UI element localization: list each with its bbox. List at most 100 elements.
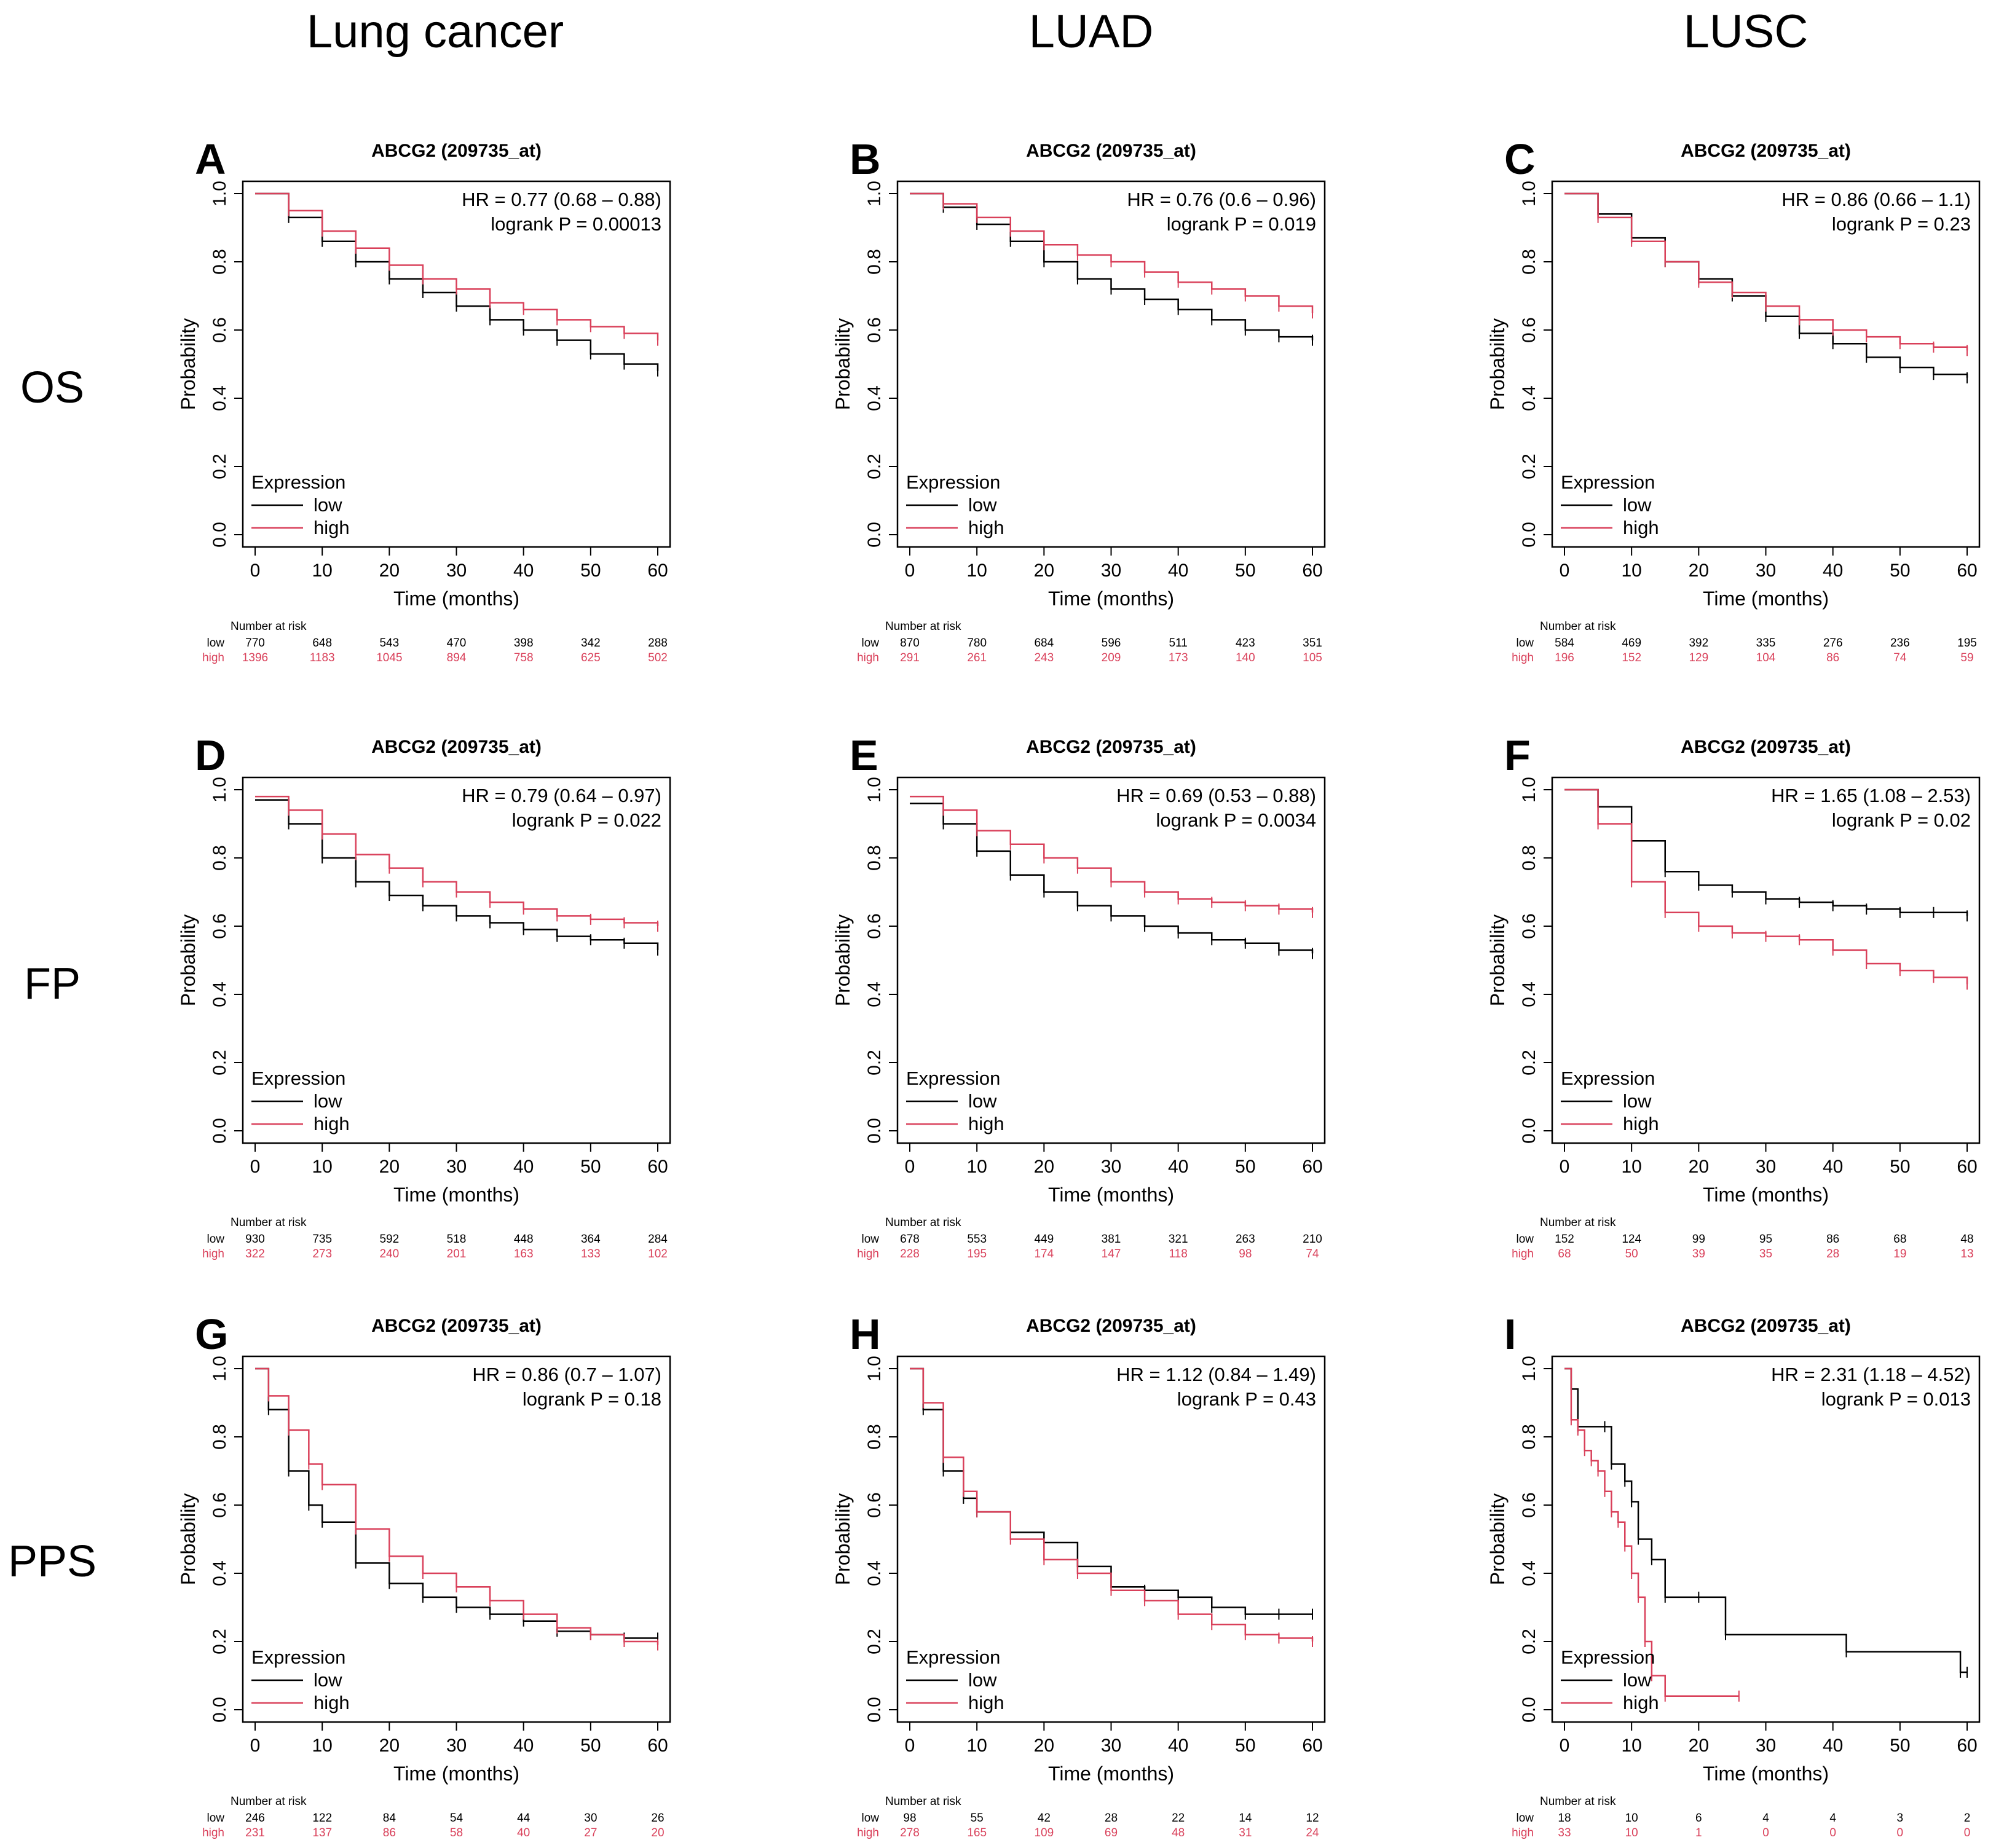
x-tick-label: 0: [905, 1157, 915, 1177]
y-tick-label: 0.6: [864, 1492, 885, 1518]
x-tick-label: 10: [1621, 1736, 1641, 1756]
risk-value-high: 273: [312, 1248, 332, 1260]
risk-value-low: 152: [1555, 1233, 1574, 1246]
risk-table-header: Number at risk: [1540, 1795, 1616, 1808]
risk-value-high: 894: [447, 651, 467, 664]
x-tick-label: 40: [513, 1157, 534, 1177]
y-tick-label: 0.6: [210, 913, 230, 939]
risk-value-high: 1183: [310, 651, 335, 664]
risk-table-header: Number at risk: [885, 1795, 961, 1808]
risk-value-high: 163: [514, 1248, 534, 1260]
y-tick-label: 0.8: [1519, 1424, 1539, 1450]
logrank-annotation: logrank P = 0.00013: [491, 213, 661, 235]
x-axis-label: Time (months): [1703, 588, 1829, 610]
panel-letter: F: [1504, 731, 1531, 779]
risk-value-low: 54: [450, 1812, 463, 1825]
risk-value-high: 231: [245, 1826, 265, 1839]
risk-value-low: 44: [517, 1812, 531, 1825]
x-tick-label: 40: [1168, 1157, 1188, 1177]
y-tick-label: 0.0: [864, 1697, 885, 1723]
legend-label-high: high: [968, 517, 1004, 538]
y-tick-label: 0.2: [864, 1050, 885, 1075]
y-tick-label: 0.8: [1519, 249, 1539, 275]
panel-letter: D: [195, 731, 226, 779]
x-tick-label: 50: [1235, 1157, 1255, 1177]
risk-value-low: 276: [1823, 637, 1843, 650]
x-tick-label: 30: [1101, 1157, 1121, 1177]
x-tick-label: 60: [1302, 1736, 1322, 1756]
risk-value-high: 140: [1236, 651, 1255, 664]
risk-value-high: 86: [383, 1826, 396, 1839]
risk-value-high: 118: [1169, 1248, 1188, 1260]
x-tick-label: 0: [250, 560, 261, 581]
risk-value-high: 58: [450, 1826, 463, 1839]
risk-row-label-low: low: [861, 637, 879, 650]
legend-title: Expression: [251, 1068, 345, 1089]
risk-value-high: 278: [900, 1826, 920, 1839]
risk-row-label-high: high: [857, 651, 879, 664]
y-tick-label: 0.8: [1519, 845, 1539, 871]
logrank-annotation: logrank P = 0.23: [1832, 213, 1971, 235]
x-tick-label: 10: [312, 560, 332, 581]
x-tick-label: 30: [1756, 560, 1776, 581]
risk-value-high: 137: [312, 1826, 332, 1839]
x-tick-label: 20: [1689, 560, 1709, 581]
risk-value-low: 99: [1692, 1233, 1705, 1246]
y-tick-label: 0.4: [210, 385, 230, 411]
legend-label-low: low: [1623, 1669, 1652, 1691]
risk-value-low: 48: [1960, 1233, 1973, 1246]
risk-value-low: 930: [245, 1233, 265, 1246]
legend-label-low: low: [968, 1090, 997, 1112]
x-tick-label: 50: [580, 1736, 601, 1756]
risk-value-high: 98: [1239, 1248, 1252, 1260]
logrank-annotation: logrank P = 0.02: [1832, 809, 1971, 831]
y-tick-label: 0.0: [210, 1118, 230, 1144]
risk-value-low: 124: [1622, 1233, 1641, 1246]
panel-letter: I: [1504, 1310, 1516, 1358]
hr-annotation: HR = 0.86 (0.7 – 1.07): [472, 1364, 661, 1385]
risk-value-high: 625: [581, 651, 601, 664]
km-curve-low: [1564, 1367, 1967, 1673]
x-tick-label: 10: [312, 1157, 332, 1177]
risk-value-high: 165: [967, 1826, 987, 1839]
risk-value-low: 12: [1306, 1812, 1319, 1825]
y-axis-label: Probability: [177, 318, 199, 410]
column-label-luad: LUAD: [1028, 6, 1154, 58]
risk-value-high: 105: [1303, 651, 1322, 664]
risk-value-high: 243: [1034, 651, 1054, 664]
risk-row-label-high: high: [1512, 1248, 1534, 1260]
risk-value-high: 758: [514, 651, 534, 664]
hr-annotation: HR = 0.77 (0.68 – 0.88): [462, 189, 661, 210]
risk-row-label-high: high: [202, 1248, 224, 1260]
hr-annotation: HR = 0.76 (0.6 – 0.96): [1127, 189, 1316, 210]
legend-label-high: high: [1623, 1113, 1659, 1134]
risk-row-label-low: low: [1516, 637, 1534, 650]
risk-value-low: 469: [1622, 637, 1641, 650]
risk-value-high: 0: [1964, 1826, 1971, 1839]
hr-annotation: HR = 2.31 (1.18 – 4.52): [1771, 1364, 1971, 1385]
km-curve-low: [255, 1367, 658, 1639]
y-tick-label: 0.6: [210, 317, 230, 343]
x-tick-label: 60: [647, 1157, 668, 1177]
chart-title: ABCG2 (209735_at): [1681, 141, 1851, 161]
risk-row-label-low: low: [207, 1233, 224, 1246]
y-tick-label: 1.0: [864, 777, 885, 803]
y-tick-label: 0.0: [1519, 522, 1539, 548]
risk-value-high: 68: [1558, 1248, 1571, 1260]
risk-value-high: 201: [447, 1248, 467, 1260]
risk-row-label-low: low: [1516, 1812, 1534, 1825]
x-tick-label: 20: [379, 1736, 400, 1756]
y-tick-label: 0.6: [210, 1492, 230, 1518]
risk-value-high: 129: [1689, 651, 1708, 664]
km-panel-a: A ABCG2 (209735_at) 0 10 20 30 40 50 60 Time (mon…: [177, 135, 671, 664]
x-tick-label: 20: [1034, 560, 1054, 581]
risk-value-high: 28: [1826, 1248, 1839, 1260]
x-axis-label: Time (months): [1048, 1184, 1174, 1206]
x-tick-label: 50: [1890, 560, 1910, 581]
chart-title: ABCG2 (209735_at): [371, 737, 542, 757]
risk-value-high: 209: [1102, 651, 1121, 664]
risk-value-high: 19: [1893, 1248, 1906, 1260]
y-tick-label: 1.0: [210, 1356, 230, 1382]
x-tick-label: 10: [1621, 560, 1641, 581]
